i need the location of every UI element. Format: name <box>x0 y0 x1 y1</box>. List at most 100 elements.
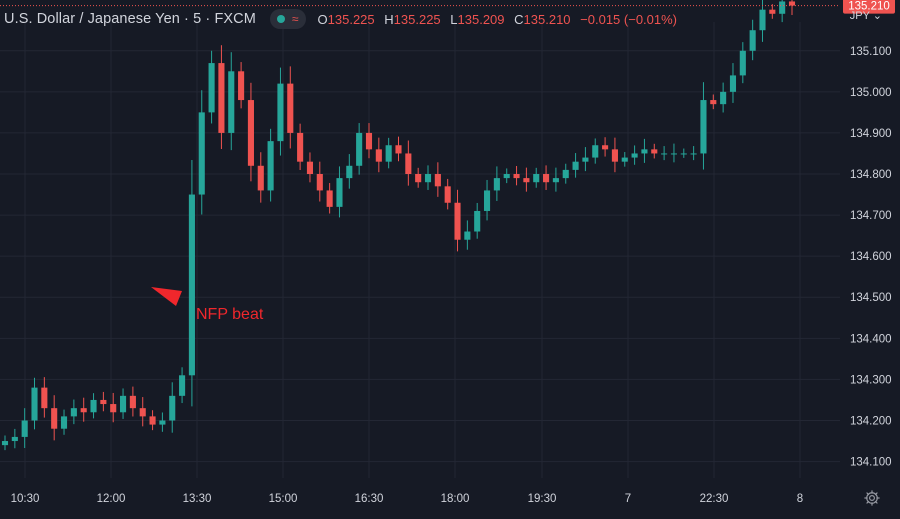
candle <box>198 90 205 215</box>
candle-body <box>572 161 579 170</box>
candle-body <box>503 174 510 179</box>
price-tick-label: 134.200 <box>850 415 892 427</box>
candle-body <box>454 202 461 240</box>
candle <box>356 123 363 175</box>
last-price-line: 135.210 <box>0 0 895 14</box>
candle-body <box>543 174 550 183</box>
price-axis[interactable]: 135.100 135.000 134.900 134.800 134.700 134.6… <box>850 46 892 469</box>
candle-body <box>651 149 658 154</box>
candle <box>70 399 77 425</box>
candle-body <box>326 190 333 207</box>
price-tick-label: 134.700 <box>850 210 892 222</box>
candle-body <box>316 174 323 191</box>
candle <box>405 140 412 186</box>
candle <box>592 138 599 164</box>
candle-body <box>336 178 343 207</box>
high-key: H <box>384 11 394 27</box>
candle <box>336 166 343 218</box>
candle-body <box>90 399 97 413</box>
candle <box>169 382 176 433</box>
time-tick-label: 15:00 <box>269 493 298 505</box>
low-key: L <box>450 11 458 27</box>
status-pill[interactable]: ≈ <box>269 9 306 29</box>
candle <box>483 179 491 221</box>
time-tick-label: 7 <box>625 493 631 505</box>
candle-body <box>365 132 373 150</box>
candle <box>228 52 235 151</box>
close-value: 135.210 <box>523 11 571 27</box>
candle-body <box>474 210 481 232</box>
candle-body <box>129 395 136 409</box>
time-tick-label: 16:30 <box>355 493 384 505</box>
candle-body <box>238 71 245 101</box>
candle-body <box>247 100 254 166</box>
currency-label: JPY <box>849 10 870 22</box>
candle-body <box>375 149 382 162</box>
candle <box>474 202 481 239</box>
candle <box>631 145 638 165</box>
candle-body <box>100 399 107 405</box>
candle-body <box>523 178 530 183</box>
chart-header: U.S. Dollar / Japanese Yen · 5 · FXCM ≈ … <box>4 9 683 29</box>
candle <box>208 50 215 124</box>
candle <box>139 397 146 427</box>
price-tick-label: 134.400 <box>850 333 892 345</box>
candle-body <box>749 30 756 51</box>
candle <box>306 152 314 183</box>
candle <box>179 367 186 404</box>
candle <box>523 167 530 192</box>
candle <box>238 62 245 109</box>
candle <box>277 67 284 156</box>
candle <box>513 165 520 186</box>
candle-body <box>464 231 471 240</box>
candle-body <box>552 178 559 183</box>
price-tick-label: 134.800 <box>850 169 892 181</box>
market-open-dot-icon <box>276 15 285 23</box>
time-tick-label: 22:30 <box>700 493 729 505</box>
candle <box>543 165 550 190</box>
time-tick-label: 8 <box>797 493 803 505</box>
candle-body <box>395 145 402 154</box>
candle <box>739 42 746 84</box>
last-price-badge <box>843 0 895 14</box>
candle <box>297 123 304 170</box>
candle-body <box>621 157 628 162</box>
currency-selector[interactable]: JPY ⌄ <box>850 9 882 22</box>
time-tick-label: 18:00 <box>441 493 470 505</box>
candle <box>602 137 609 157</box>
candle <box>670 143 677 163</box>
price-tick-label: 134.300 <box>850 374 892 386</box>
candle-body <box>149 416 156 425</box>
price-tick-label: 134.600 <box>850 251 892 263</box>
candle <box>769 4 776 19</box>
candle-body <box>60 416 68 429</box>
candle <box>316 161 323 202</box>
candle-body <box>513 174 520 179</box>
candle <box>493 166 500 201</box>
candle-body <box>218 63 225 133</box>
candle <box>779 0 786 23</box>
gear-icon[interactable] <box>863 489 881 507</box>
symbol-title[interactable]: U.S. Dollar / Japanese Yen · 5 · FXCM <box>4 11 256 27</box>
candle-body <box>21 420 28 437</box>
candle <box>90 393 97 419</box>
candle <box>41 377 48 418</box>
candle-body <box>533 174 540 183</box>
grid-lines <box>0 22 840 478</box>
candle-body <box>1 441 9 446</box>
candle <box>11 428 18 449</box>
candle-body <box>257 165 264 191</box>
candle-body <box>415 174 422 183</box>
candle <box>562 163 569 184</box>
candle-body <box>287 83 294 133</box>
candle-body <box>277 83 284 142</box>
candle-body <box>611 149 618 162</box>
time-axis[interactable]: 10:30 12:00 13:30 15:00 16:30 18:00 19:30 7 22:3… <box>11 493 804 505</box>
candle-body <box>110 404 117 413</box>
candle <box>1 435 9 451</box>
candle <box>149 410 156 431</box>
candle <box>503 168 510 184</box>
last-price-value: 135.210 <box>848 1 890 13</box>
nfp-annotation: NFP beat <box>151 287 264 323</box>
